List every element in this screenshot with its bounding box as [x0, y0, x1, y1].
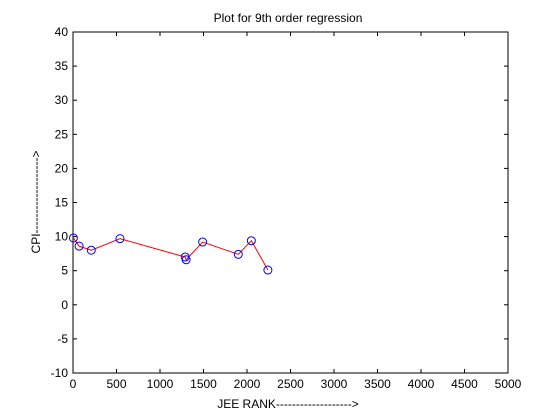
y-tick-label: 25 — [55, 127, 69, 141]
y-tick-label: -5 — [57, 332, 68, 346]
y-axis-label: CPI-------------------> — [29, 151, 43, 254]
x-tick-label: 4500 — [451, 377, 478, 391]
y-tick-label: 20 — [55, 161, 69, 175]
y-tick-label: 5 — [61, 264, 68, 278]
y-tick-label: 15 — [55, 196, 69, 210]
data-point-marker — [246, 236, 256, 246]
x-tick-label: 3500 — [364, 377, 391, 391]
data-point-marker — [263, 265, 273, 275]
data-point-marker — [115, 234, 125, 244]
x-tick-label: 500 — [106, 377, 126, 391]
x-tick-label: 4000 — [408, 377, 435, 391]
series-line — [73, 237, 269, 271]
data-point-marker — [181, 255, 191, 265]
x-tick-label: 1500 — [190, 377, 217, 391]
x-tick-label: 5000 — [495, 377, 522, 391]
y-tick-label: 10 — [55, 230, 69, 244]
data-point-marker — [74, 241, 84, 251]
x-tick-label: 2500 — [277, 377, 304, 391]
x-tick-label: 3000 — [321, 377, 348, 391]
y-tick-label: 0 — [61, 298, 68, 312]
x-tick-label: 2000 — [234, 377, 261, 391]
data-point-marker — [198, 237, 208, 247]
data-point-marker — [233, 249, 243, 259]
y-tick-label: 30 — [55, 93, 69, 107]
x-tick-label: 1000 — [147, 377, 174, 391]
y-tick-label: -10 — [51, 366, 69, 380]
y-axis: -10 -5 0 5 10 15 20 25 30 35 40 — [51, 25, 508, 380]
plot-area-frame — [72, 31, 509, 374]
data-point-marker — [86, 245, 96, 255]
x-axis-label: JEE RANK-------------------> — [217, 397, 359, 411]
series-layer — [68, 233, 273, 275]
y-tick-label: 40 — [55, 25, 69, 39]
y-tick-label: 35 — [55, 59, 69, 73]
x-tick-label: 0 — [70, 377, 77, 391]
chart-title: Plot for 9th order regression — [214, 11, 363, 25]
data-point-marker — [68, 233, 78, 243]
x-axis: 0 500 1000 1500 2000 2500 3000 3500 4000 4500 5000 — [70, 32, 522, 391]
